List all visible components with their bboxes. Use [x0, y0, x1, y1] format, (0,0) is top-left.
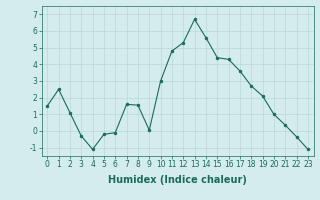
X-axis label: Humidex (Indice chaleur): Humidex (Indice chaleur) [108, 175, 247, 185]
